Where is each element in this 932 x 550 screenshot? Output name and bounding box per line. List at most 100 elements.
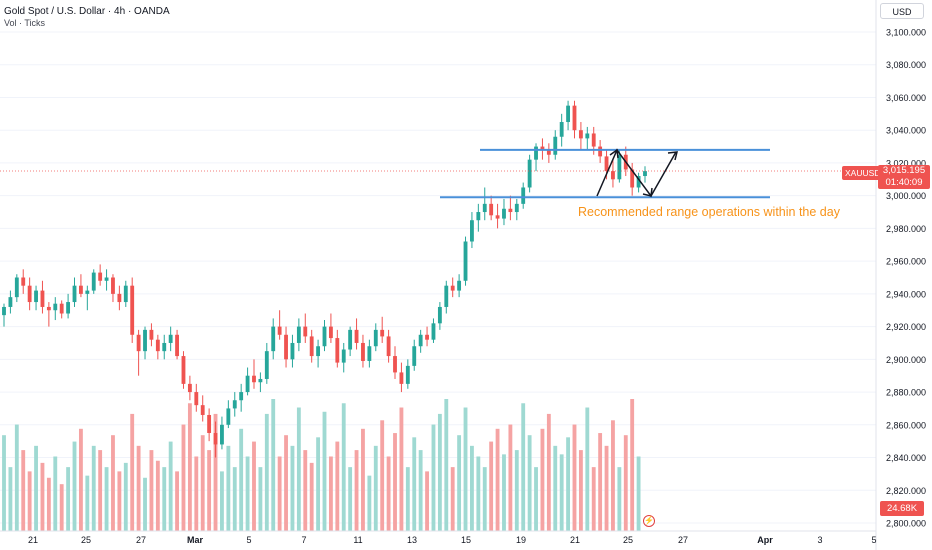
candle	[322, 320, 327, 352]
volume-bar	[393, 433, 397, 531]
arrow-head-3	[667, 151, 678, 161]
lightning-alert-icon[interactable]: ⚡	[643, 515, 655, 527]
candle-body	[534, 146, 538, 160]
candle-body	[521, 187, 526, 204]
candle	[393, 346, 397, 379]
candle-body	[78, 285, 83, 294]
candle-body	[367, 346, 372, 361]
candle-body	[566, 105, 571, 123]
candle-body	[457, 280, 462, 291]
candle	[226, 400, 231, 429]
candle-body	[290, 342, 295, 360]
volume-bar	[98, 450, 103, 531]
volume-bar	[130, 413, 135, 531]
candle	[367, 339, 372, 368]
candle	[136, 329, 141, 376]
candle	[271, 318, 276, 360]
currency-button[interactable]: USD	[880, 3, 924, 19]
candle	[457, 274, 462, 298]
candle-body	[489, 203, 494, 216]
volume-bar	[495, 428, 500, 531]
candle-body	[348, 329, 353, 350]
volume-bar	[598, 433, 603, 531]
price-tick: 2,980.000	[886, 224, 926, 234]
price-tick: 2,840.000	[886, 453, 926, 463]
candle	[213, 421, 218, 458]
volume-bar	[348, 467, 353, 531]
volume-bar	[566, 437, 571, 531]
price-tick: 3,000.000	[886, 191, 926, 201]
volume-bar	[232, 467, 237, 531]
candle-body	[431, 323, 436, 340]
volume-bar	[425, 471, 429, 531]
candle	[296, 318, 301, 352]
candle-body	[553, 136, 558, 155]
volume-indicator-label[interactable]: Vol · Ticks	[4, 18, 46, 28]
candle-body	[386, 336, 391, 357]
volume-bar	[123, 462, 128, 531]
candle	[46, 302, 51, 327]
candle	[200, 395, 205, 422]
candle-body	[136, 334, 141, 352]
volume-bar	[611, 420, 615, 531]
zigzag-arrow	[596, 148, 678, 198]
volume-bar	[489, 441, 494, 531]
volume-bar	[636, 456, 641, 531]
candle	[104, 269, 109, 291]
candle	[53, 297, 58, 321]
time-tick: 11	[353, 535, 362, 545]
candle-body	[207, 414, 212, 433]
range-annotation[interactable]: Recommended range operations within the …	[578, 205, 840, 219]
candle	[316, 339, 321, 368]
price-tick: 2,800.000	[886, 519, 926, 529]
candle-body	[143, 329, 147, 352]
candle-body	[322, 326, 327, 347]
candle	[482, 187, 487, 221]
price-axis-labels: 3,100.000 3,080.000 3,060.000 3,040.000 3,02…	[886, 28, 926, 529]
candle-body	[470, 220, 474, 242]
candle-body	[98, 272, 103, 281]
candle	[489, 195, 494, 221]
candle-body	[316, 346, 321, 357]
candle-body	[546, 149, 551, 155]
volume-bar	[457, 435, 462, 531]
candle	[181, 351, 186, 389]
volume-bar	[200, 435, 205, 531]
candle	[598, 140, 603, 163]
price-tick: 2,920.000	[886, 322, 926, 332]
volume-bar	[8, 467, 13, 531]
candle	[463, 236, 468, 286]
volume-bar	[252, 441, 256, 531]
candle	[636, 172, 641, 193]
candle	[123, 280, 128, 307]
volume-bar	[521, 403, 526, 531]
volume-bar	[470, 445, 474, 531]
volume-bar	[546, 413, 551, 531]
candle	[187, 375, 192, 401]
candle-body	[130, 285, 135, 335]
time-tick: 3	[817, 535, 822, 545]
volume-bar	[78, 428, 83, 531]
candle-body	[85, 290, 90, 294]
candle	[111, 274, 115, 303]
candle	[341, 342, 346, 373]
candle-body	[495, 215, 500, 219]
candle	[502, 198, 506, 226]
candle-body	[591, 133, 596, 147]
volume-bar	[59, 484, 64, 531]
volume-bar	[386, 456, 391, 531]
candle-body	[361, 342, 365, 361]
candle	[232, 392, 237, 417]
candle	[348, 326, 353, 357]
volume-bar	[572, 424, 577, 531]
candle-body	[40, 290, 45, 307]
candle	[553, 130, 558, 160]
candle-body	[34, 290, 38, 303]
volume-bar	[296, 407, 301, 531]
candle-body	[309, 336, 314, 357]
volume-bars	[2, 399, 641, 531]
volume-bar	[258, 467, 263, 531]
candle	[2, 303, 6, 327]
time-axis-labels: 21 25 27 Mar 5 7 11 13 15 19 21 25 27 Apr 3 5	[28, 535, 877, 545]
